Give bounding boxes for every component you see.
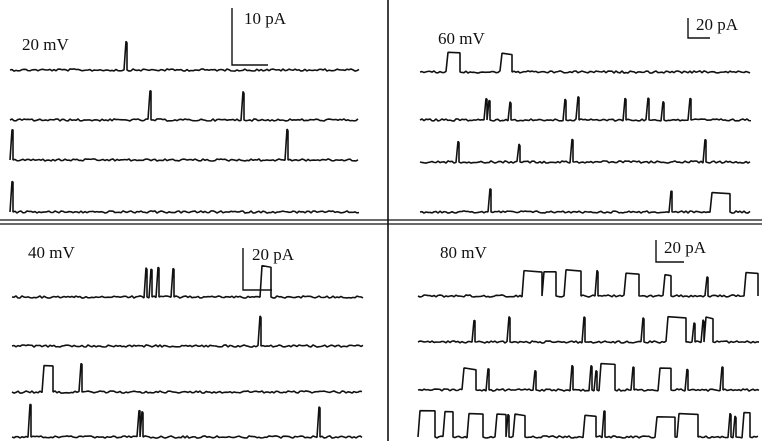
scale-label: 20 pA	[664, 238, 707, 257]
current-trace	[9, 128, 359, 162]
current-trace	[9, 40, 360, 72]
current-trace	[11, 264, 364, 299]
current-trace	[419, 188, 751, 214]
current-trace	[419, 51, 751, 74]
scale-bar	[687, 18, 710, 39]
current-trace	[417, 362, 760, 392]
current-trace	[11, 315, 364, 348]
current-trace	[9, 90, 359, 122]
scale-bar	[242, 248, 272, 291]
voltage-label: 20 mV	[22, 35, 69, 54]
current-trace	[419, 96, 752, 122]
scale-label: 10 pA	[244, 9, 287, 28]
scale-label: 20 pA	[696, 15, 739, 34]
scale-bar	[231, 8, 268, 66]
current-trace	[9, 180, 360, 214]
voltage-label: 60 mV	[438, 29, 485, 48]
current-trace	[11, 362, 363, 394]
current-trace	[417, 409, 759, 439]
voltage-label: 40 mV	[28, 243, 75, 262]
current-trace	[11, 403, 363, 439]
current-trace	[419, 138, 751, 164]
current-trace	[417, 268, 759, 298]
scale-label: 20 pA	[252, 245, 295, 264]
voltage-label: 80 mV	[440, 243, 487, 262]
current-trace	[417, 315, 760, 344]
scale-bar	[655, 240, 684, 263]
